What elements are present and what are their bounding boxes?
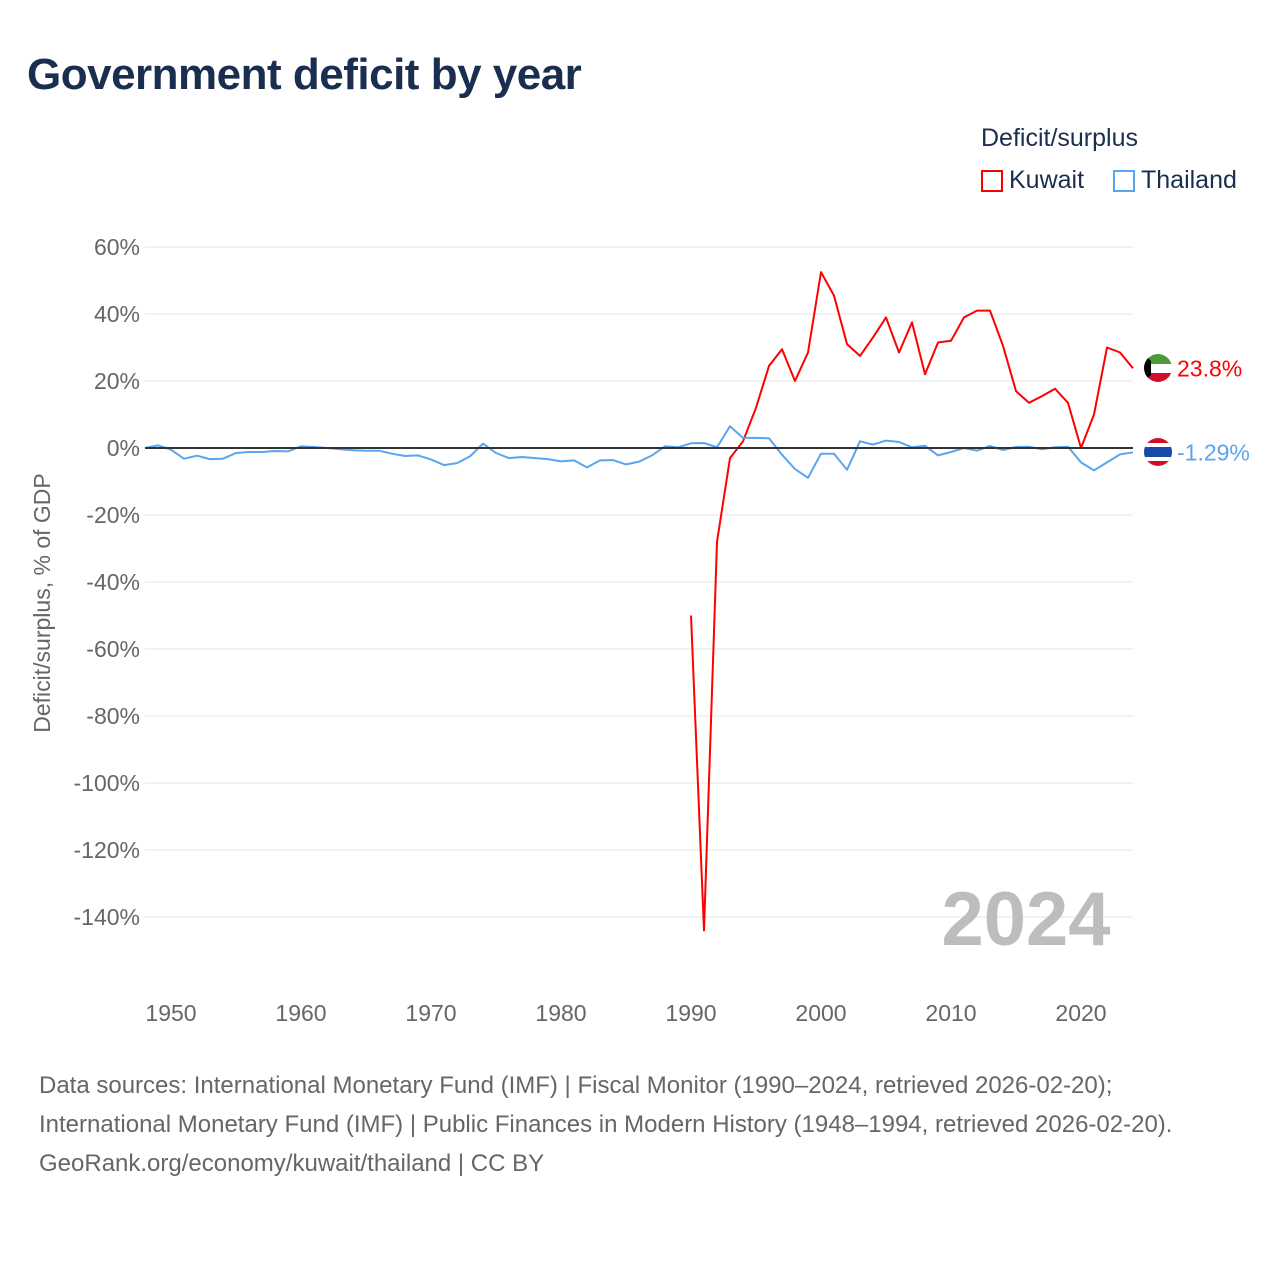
- page-title: Government deficit by year: [27, 50, 582, 99]
- y-tick-label: 20%: [94, 368, 140, 394]
- x-tick-label: 2020: [1055, 1000, 1106, 1026]
- y-tick-label: 40%: [94, 301, 140, 327]
- x-tick-label: 1980: [535, 1000, 586, 1026]
- legend-swatch-thailand: [1113, 169, 1135, 192]
- y-tick-label: -20%: [86, 502, 140, 528]
- chart: 60% 40% 20% 0% -20% -40% -60% -80% -100% -120% -14…: [29, 234, 1250, 1026]
- y-tick-label: -80%: [86, 703, 140, 729]
- source-line-2: International Monetary Fund (IMF) | Publ…: [39, 1111, 1173, 1138]
- legend-label-thailand: Thailand: [1141, 166, 1237, 194]
- series-line-thailand[interactable]: [144, 425, 1134, 479]
- y-axis-label: Deficit/surplus, % of GDP: [29, 473, 55, 732]
- legend-swatch-kuwait: [981, 169, 1003, 192]
- x-tick-label: 1960: [275, 1000, 326, 1026]
- year-watermark: 2024: [941, 877, 1110, 962]
- x-tick-label: 2000: [795, 1000, 846, 1026]
- x-tick-label: 1950: [145, 1000, 196, 1026]
- x-tick-label: 1970: [405, 1000, 456, 1026]
- x-tick-label: 1990: [665, 1000, 716, 1026]
- y-tick-label: 60%: [94, 234, 140, 260]
- end-label-kuwait: 23.8%: [1177, 355, 1242, 381]
- y-tick-label: -40%: [86, 569, 140, 595]
- x-tick-label: 2010: [925, 1000, 976, 1026]
- y-tick-label: -60%: [86, 636, 140, 662]
- sources: Data sources: International Monetary Fun…: [39, 1066, 1239, 1183]
- y-tick-label: -140%: [74, 904, 140, 930]
- y-tick-label: -120%: [74, 837, 140, 863]
- source-link[interactable]: GeoRank.org/economy/kuwait/thailand | CC…: [39, 1150, 545, 1177]
- y-tick-label: 0%: [107, 435, 140, 461]
- series-line-kuwait[interactable]: [690, 271, 1134, 932]
- thailand-flag-icon: [1144, 438, 1172, 466]
- legend-title: Deficit/surplus: [981, 124, 1138, 152]
- legend-item-thailand[interactable]: Thailand: [1113, 166, 1237, 195]
- end-label-thailand: -1.29%: [1177, 439, 1250, 465]
- legend-label-kuwait: Kuwait: [1009, 166, 1085, 194]
- legend-item-kuwait[interactable]: Kuwait: [981, 166, 1084, 195]
- y-tick-label: -100%: [74, 770, 140, 796]
- kuwait-flag-icon: [1144, 354, 1172, 382]
- source-line-1: Data sources: International Monetary Fun…: [39, 1072, 1113, 1099]
